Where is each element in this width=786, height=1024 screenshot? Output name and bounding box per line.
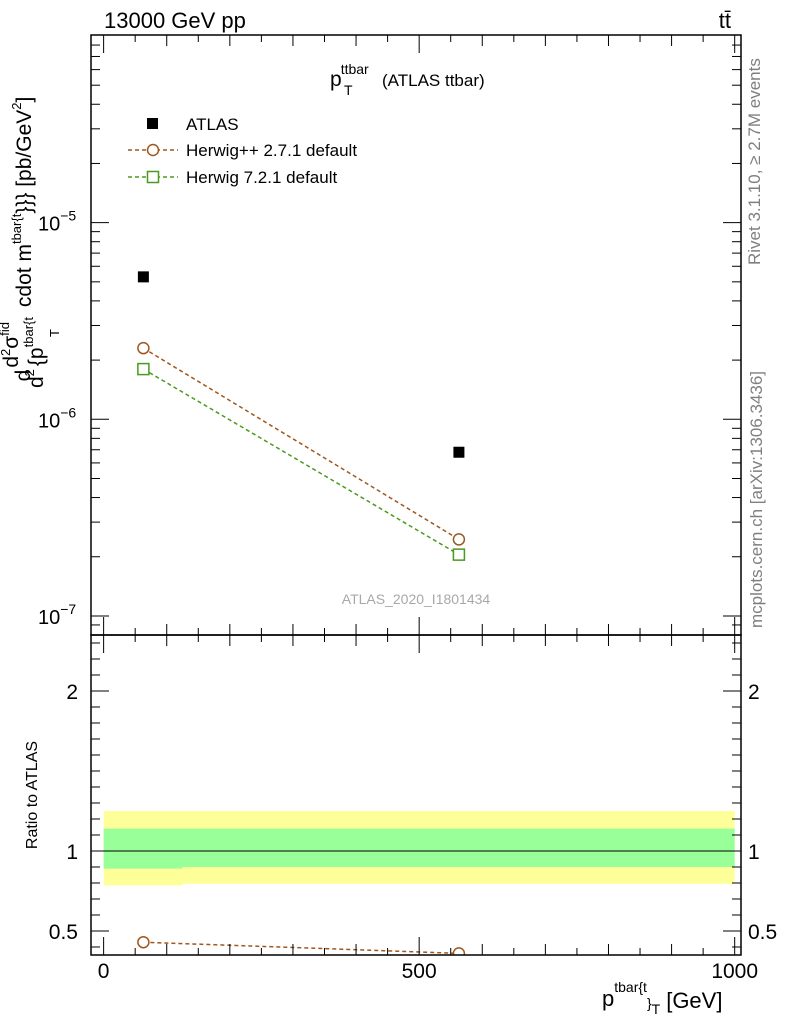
x-tick-label: 500 [402, 960, 437, 983]
tick-base: 10 [38, 214, 60, 236]
ylabel-tail-sup: 2 [9, 103, 24, 110]
legend-label-atlas: ATLAS [186, 115, 239, 134]
ratio-uncertainty-bands [103, 811, 735, 886]
ylabel-exp2: 2 [0, 349, 13, 356]
herwigpp-point [452, 533, 466, 546]
legend-label-herwig7: Herwig 7.2.1 default [186, 168, 337, 187]
ratio-series-lines [143, 941, 459, 955]
ratio-herwigpp-point [137, 935, 150, 949]
stat-uncertainty-bin [182, 828, 735, 867]
ylabel-den-sup: tbar{t [21, 317, 36, 348]
ratio-series-line [143, 941, 459, 955]
atlas-data-point [137, 271, 149, 283]
ylabel-tail: }}} [pb/GeV [13, 110, 36, 214]
mcplots-label: mcplots.cern.ch [arXiv:1306.3436] [747, 371, 766, 628]
legend-marker-herwig7 [146, 170, 160, 184]
x-tick-label: 1000 [711, 960, 758, 983]
main-axis-ticks [91, 34, 741, 636]
ylabel-rest-sup: tbar{t [9, 213, 24, 244]
energy-label: 13000 GeV pp [104, 8, 246, 33]
main-title: pttbar T (ATLAS ttbar) [330, 61, 485, 98]
ratio-herwigpp-point [452, 947, 466, 955]
ratio-panel: 0.5 0.5 1 1 2 2 0 500 1000 Ratio to ATLAS ptbar… [24, 634, 777, 1017]
xlabel-main: p [602, 986, 614, 1011]
ylabel-den-exp: 2 [22, 369, 37, 376]
title-sup: ttbar [341, 61, 369, 77]
atlas-data-point [453, 446, 465, 458]
ylabel-close: ] [13, 97, 36, 103]
tick-exponent: −5 [60, 208, 76, 224]
ratio-x-tick-labels: 0 500 1000 [98, 960, 758, 983]
analysis-watermark: ATLAS_2020_I1801434 [342, 591, 491, 607]
ylabel-den: d [25, 376, 48, 388]
main-y-tick-label: 10−6 [38, 404, 76, 432]
ylabel-den-text: {p [25, 347, 48, 366]
process-label: tt̄ [719, 8, 731, 33]
main-y-tick-label: 10−7 [38, 601, 76, 629]
ylabel-den-sub: T [47, 329, 62, 337]
xlabel-sub2: T [652, 1001, 661, 1017]
ratio-series-markers [137, 935, 466, 955]
xlabel-sub: } [647, 995, 652, 1011]
title-suffix: (ATLAS ttbar) [382, 71, 485, 90]
ratio-y-tick-labels: 0.5 0.5 1 1 2 2 [49, 681, 777, 944]
tick-exponent: −6 [60, 404, 76, 420]
ratio-axis-ticks [91, 635, 741, 955]
legend-label-herwigpp: Herwig++ 2.7.1 default [186, 141, 357, 160]
xlabel-sup: tbar{t [614, 979, 647, 995]
xlabel-unit: [GeV] [666, 988, 722, 1013]
main-series-markers [137, 271, 466, 561]
ratio-y-axis-label: Ratio to ATLAS [24, 741, 41, 849]
x-tick-label: 0 [98, 960, 110, 983]
ratio-y-tick-label-right: 0.5 [748, 921, 777, 944]
x-axis-label: ptbar{t}T [GeV] [602, 979, 722, 1017]
herwigpp-point [137, 341, 150, 355]
ratio-y-tick-label-right: 1 [748, 841, 760, 864]
series-line [142, 368, 460, 556]
ratio-frame [90, 634, 742, 956]
stat-uncertainty-bin [103, 828, 183, 869]
tick-exponent: −7 [60, 601, 76, 617]
ylabel-d2: d [0, 356, 23, 368]
ratio-y-tick-label-right: 2 [748, 681, 760, 704]
series-line [142, 347, 460, 541]
legend: ATLAS Herwig++ 2.7.1 default Herwig 7.2.… [128, 115, 357, 187]
ylabel-d1: d [12, 370, 35, 382]
legend-marker-herwigpp [146, 143, 160, 157]
tick-base: 10 [38, 410, 60, 432]
title-main: p [330, 68, 342, 91]
ratio-y-tick-label-left: 1 [66, 841, 78, 864]
ratio-y-tick-label-left: 0.5 [49, 921, 78, 944]
ylabel-sigma: σ [0, 336, 23, 349]
main-panel: 10−710−610−5 pttbar T (ATLAS ttbar) ATLAS … [0, 34, 742, 636]
rivet-version-label: Rivet 3.1.10, ≥ 2.7M events [745, 58, 764, 265]
herwig7-point [452, 548, 466, 561]
legend-marker-atlas [147, 118, 158, 129]
title-sub: T [344, 82, 353, 98]
ratio-y-tick-label-left: 2 [66, 681, 78, 704]
main-y-tick-labels: 10−710−610−5 [38, 208, 76, 629]
main-y-tick-label: 10−5 [38, 208, 76, 236]
main-series-lines [142, 347, 460, 556]
tick-base: 10 [38, 607, 60, 629]
herwig7-point [137, 362, 150, 376]
ylabel-sigma-sup: fid [0, 322, 12, 336]
ylabel-rest: cdot m [13, 244, 36, 307]
